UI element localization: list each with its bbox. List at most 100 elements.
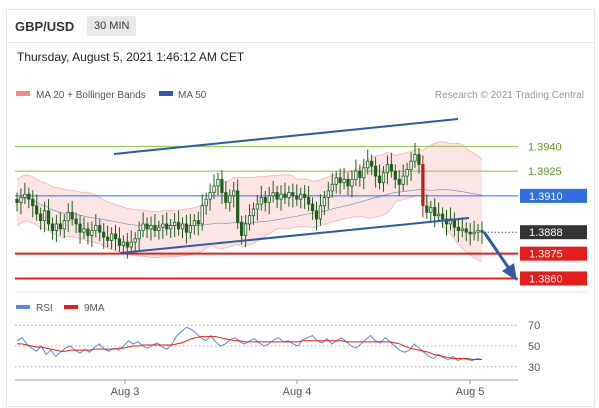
candle-body [19, 197, 23, 203]
candle-body [239, 221, 244, 236]
candle-body [98, 225, 102, 233]
candle-body [342, 178, 346, 184]
candle-body [373, 165, 378, 177]
candle-body [94, 225, 98, 231]
ma20-legend-swatch [16, 91, 30, 96]
candle-body [429, 207, 433, 213]
candle-body [350, 178, 354, 187]
candle-body [46, 210, 51, 225]
chart-timestamp: Thursday, August 5, 2021 1:46:12 AM CET [17, 50, 245, 64]
candle-body [157, 226, 161, 231]
x-tick-label: Aug 3 [111, 386, 140, 398]
support-tag-1.3860 [520, 271, 587, 286]
support-tag-1.3875 [520, 246, 587, 261]
candle-body [23, 193, 27, 198]
candle-body [145, 223, 149, 230]
candle-body [149, 225, 153, 230]
trend-channel [113, 118, 517, 281]
candle-body [176, 221, 181, 230]
candles [15, 143, 484, 259]
timeframe-badge[interactable]: 30 MIN [87, 16, 137, 36]
candle-body [58, 223, 62, 230]
candle-body [409, 160, 413, 170]
candle-body [232, 190, 236, 197]
candle-body [125, 241, 129, 248]
candle-body [35, 205, 39, 215]
candle-body [460, 228, 464, 231]
candle-body [263, 197, 267, 203]
candle-body [397, 178, 401, 185]
candle-body [39, 213, 43, 222]
candle-body [354, 170, 358, 180]
candle-body [279, 193, 283, 200]
rsi-legend-label: RSI [36, 303, 53, 314]
candle-body [370, 160, 374, 167]
candle-body [212, 185, 216, 193]
rsi-legend-swatch [16, 305, 30, 309]
candle-body [133, 238, 137, 243]
candle-body [271, 192, 275, 197]
candle-body [169, 225, 173, 230]
candle-body [117, 238, 122, 246]
candle-body [247, 215, 252, 225]
candle-body [303, 193, 307, 198]
ma50-legend-swatch [159, 91, 173, 96]
candle-body [366, 160, 370, 169]
candle-body [393, 170, 397, 180]
candle-body [161, 223, 165, 228]
support-label-1.3875: 1.3875 [529, 249, 563, 261]
x-tick-label: Aug 4 [283, 386, 312, 398]
candle-body [259, 197, 263, 205]
candle-body [326, 190, 330, 198]
candle-body [188, 225, 193, 233]
candle-body [295, 195, 299, 200]
candle-body [255, 203, 260, 210]
candle-body [330, 183, 334, 192]
candle-body [204, 198, 208, 207]
symbol-title: GBP/USD [15, 19, 75, 34]
chart-header: GBP/USD 30 MIN [7, 10, 594, 43]
candle-body [346, 178, 350, 187]
pivot-label: 1.3910 [529, 191, 563, 203]
channel-lower-line [119, 217, 470, 254]
candle-body [106, 236, 110, 241]
candle-body [417, 154, 421, 165]
candle-body [196, 220, 200, 225]
candle-body [401, 175, 405, 185]
candle-body [425, 205, 429, 213]
ma50-legend-label: MA 50 [178, 90, 207, 101]
candle-body [74, 218, 78, 225]
candle-body [389, 164, 393, 172]
candle-body [421, 164, 425, 207]
candle-body [362, 167, 366, 179]
candle-body [102, 231, 106, 238]
bollinger-fill [17, 141, 482, 262]
candle-body [153, 225, 157, 231]
candle-body [200, 205, 204, 225]
candle-body [224, 192, 228, 203]
candle-body [444, 218, 449, 225]
candle-body [334, 177, 338, 185]
candle-body [437, 213, 441, 217]
candle-body [220, 178, 224, 193]
candle-body [310, 203, 315, 212]
resistance-label-1.3925: 1.3925 [528, 166, 562, 178]
candle-body [137, 230, 141, 240]
candle-body [306, 197, 311, 205]
rsi-line [16, 326, 483, 362]
candle-body [78, 223, 82, 233]
resistance-label-1.3940: 1.3940 [528, 141, 562, 153]
candle-body [440, 213, 445, 220]
candle-body [476, 230, 480, 233]
forecast-arrow-head [502, 263, 517, 281]
candle-body [456, 226, 460, 231]
ma9-line [17, 336, 482, 361]
x-axis: Aug 3 Aug 4 Aug 5 [111, 380, 484, 398]
price-levels [15, 145, 518, 280]
candle-body [291, 192, 295, 197]
candle-body [358, 170, 362, 179]
rsi-tick-50: 50 [528, 341, 540, 353]
candle-body [86, 228, 90, 236]
candle-body [129, 241, 133, 248]
candle-body [82, 228, 86, 233]
